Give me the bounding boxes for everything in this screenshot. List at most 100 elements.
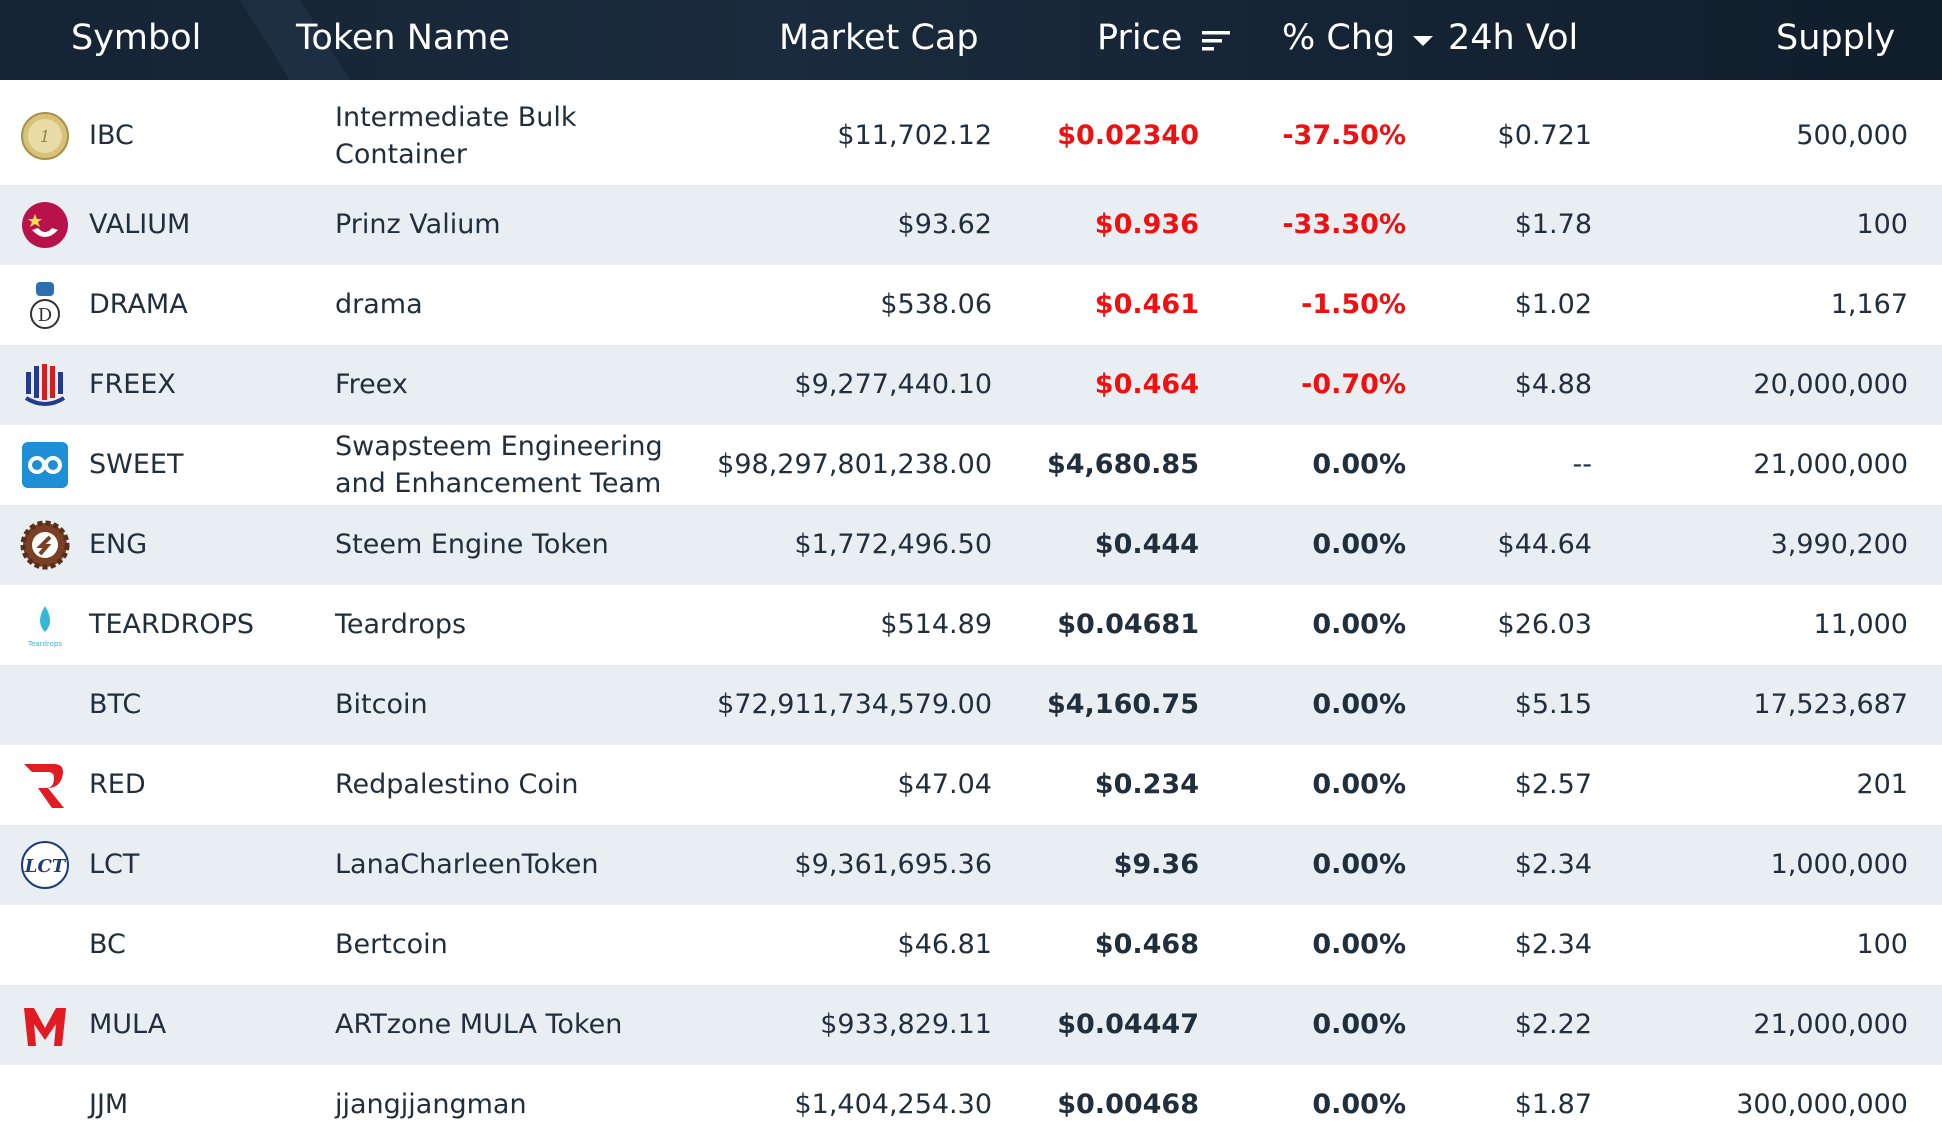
table-row[interactable]: RED Redpalestino Coin $47.04 $0.234 0.00% $2.… — [0, 745, 1942, 825]
pct-change: -0.70% — [1301, 369, 1406, 400]
volume-24h: $5.15 — [1514, 689, 1592, 720]
table-row[interactable]: ENG Steem Engine Token $1,772,496.50 $0.444… — [0, 505, 1942, 585]
price: $0.461 — [1094, 289, 1199, 320]
market-cap: $11,702.12 — [837, 119, 992, 151]
supply: 17,523,687 — [1753, 689, 1908, 720]
table-row[interactable]: LCT LCT LanaCharleenToken $9,361,695.36 $9.3… — [0, 825, 1942, 905]
price: $0.468 — [1094, 929, 1199, 960]
price: $0.234 — [1094, 769, 1199, 800]
token-name-line1: jjangjjangman — [335, 1089, 527, 1120]
price: $0.00468 — [1057, 1089, 1199, 1120]
supply: 21,000,000 — [1753, 1009, 1908, 1040]
market-cap: $9,361,695.36 — [794, 849, 992, 880]
market-cap: $9,277,440.10 — [794, 369, 992, 400]
column-header-volume[interactable]: 24h Vol — [1448, 18, 1579, 58]
sweet-icon — [20, 440, 70, 490]
token-symbol[interactable]: TEARDROPS — [89, 609, 255, 640]
pct-change: -37.50% — [1282, 119, 1406, 151]
column-header-token-name[interactable]: Token Name — [296, 18, 510, 58]
token-name: ARTzone MULA Token — [335, 1006, 622, 1043]
market-cap: $1,404,254.30 — [794, 1089, 992, 1120]
svg-text:D: D — [38, 305, 52, 326]
token-symbol[interactable]: BC — [89, 929, 126, 960]
table-row[interactable]: JJM jjangjjangman $1,404,254.30 $0.00468 0.0… — [0, 1065, 1942, 1145]
caret-down-icon[interactable] — [1413, 36, 1433, 48]
table-row[interactable]: 1 IBC Intermediate Bulk Container $11,702.12… — [0, 80, 1942, 185]
token-name-line1: Redpalestino Coin — [335, 769, 579, 800]
volume-24h: $1.87 — [1514, 1089, 1592, 1120]
token-name: Redpalestino Coin — [335, 766, 578, 803]
token-name: Freex — [335, 366, 408, 403]
token-table: 1 IBC Intermediate Bulk Container $11,702.12… — [0, 80, 1942, 1145]
token-name-line1: drama — [335, 289, 423, 320]
table-row[interactable]: VALIUM Prinz Valium $93.62 $0.936 -33.30% $1.… — [0, 185, 1942, 265]
price: $0.04447 — [1057, 1009, 1199, 1040]
table-header: Symbol Token Name Market Cap Price % Chg… — [0, 0, 1942, 80]
column-header-pct-change[interactable]: % Chg — [1282, 18, 1396, 58]
price: $9.36 — [1113, 849, 1199, 880]
table-row[interactable]: Teardrops TEARDROPS Teardrops $514.89 $0.046… — [0, 585, 1942, 665]
token-symbol[interactable]: BTC — [89, 689, 142, 720]
pct-change: 0.00% — [1312, 689, 1406, 720]
token-name: Teardrops — [335, 606, 466, 643]
volume-24h: $44.64 — [1497, 529, 1592, 560]
supply: 100 — [1856, 209, 1908, 240]
token-symbol[interactable]: ENG — [89, 529, 148, 560]
pct-change: -33.30% — [1282, 209, 1406, 240]
market-cap: $514.89 — [880, 609, 992, 640]
lct-icon: LCT — [20, 840, 70, 890]
table-row[interactable]: BC Bertcoin $46.81 $0.468 0.00% $2.34 100 — [0, 905, 1942, 985]
table-row[interactable]: FREEX Freex $9,277,440.10 $0.464 -0.70% $4.88… — [0, 345, 1942, 425]
supply: 1,000,000 — [1770, 849, 1908, 880]
supply: 100 — [1856, 929, 1908, 960]
pct-change: 0.00% — [1312, 1009, 1406, 1040]
column-header-price[interactable]: Price — [1097, 18, 1183, 58]
column-header-market-cap[interactable]: Market Cap — [779, 18, 979, 58]
token-name-line1: Prinz Valium — [335, 209, 501, 240]
market-cap: $1,772,496.50 — [794, 529, 992, 560]
token-symbol[interactable]: MULA — [89, 1009, 167, 1040]
token-symbol[interactable]: JJM — [89, 1089, 129, 1120]
token-name-line2: Container — [335, 138, 467, 170]
token-name-line1: Freex — [335, 369, 408, 400]
price: $4,680.85 — [1046, 449, 1199, 480]
table-row[interactable]: MULA ARTzone MULA Token $933,829.11 $0.0444… — [0, 985, 1942, 1065]
table-row[interactable]: BTC Bitcoin $72,911,734,579.00 $4,160.75 0.0… — [0, 665, 1942, 745]
table-row[interactable]: D DRAMA drama $538.06 $0.461 -1.50% $1.02 1,167 — [0, 265, 1942, 345]
table-row[interactable]: SWEET Swapsteem Engineering and Enhancemen… — [0, 425, 1942, 505]
token-name: Steem Engine Token — [335, 526, 609, 563]
token-name-line1: Bertcoin — [335, 929, 448, 960]
pct-change: 0.00% — [1312, 529, 1406, 560]
token-symbol[interactable]: SWEET — [89, 449, 184, 480]
token-name-line1: Swapsteem Engineering — [335, 431, 663, 462]
volume-24h: $26.03 — [1497, 609, 1592, 640]
volume-24h: $2.22 — [1514, 1009, 1592, 1040]
token-symbol[interactable]: VALIUM — [89, 209, 191, 240]
column-header-symbol[interactable]: Symbol — [71, 18, 202, 58]
volume-24h: $1.78 — [1514, 209, 1592, 240]
price: $0.444 — [1094, 529, 1199, 560]
market-cap: $93.62 — [897, 209, 992, 240]
market-cap: $72,911,734,579.00 — [717, 689, 992, 720]
price: $0.02340 — [1057, 119, 1199, 151]
token-symbol[interactable]: DRAMA — [89, 289, 188, 320]
token-symbol[interactable]: LCT — [89, 849, 140, 880]
price: $0.936 — [1094, 209, 1199, 240]
freex-icon — [20, 360, 70, 410]
supply: 21,000,000 — [1753, 449, 1908, 480]
token-symbol[interactable]: RED — [89, 769, 146, 800]
token-name: Bertcoin — [335, 926, 448, 963]
sort-icon[interactable] — [1202, 30, 1232, 52]
token-name-line1: Intermediate Bulk — [335, 101, 577, 133]
token-name-line1: Steem Engine Token — [335, 529, 609, 560]
column-header-supply[interactable]: Supply — [1776, 18, 1896, 58]
volume-24h: -- — [1572, 449, 1593, 480]
token-symbol[interactable]: FREEX — [89, 369, 176, 400]
volume-24h: $1.02 — [1514, 289, 1592, 320]
supply: 3,990,200 — [1770, 529, 1908, 560]
market-cap: $538.06 — [880, 289, 992, 320]
token-icon-empty — [20, 680, 70, 730]
token-symbol[interactable]: IBC — [89, 119, 134, 151]
supply: 1,167 — [1830, 289, 1908, 320]
svg-text:Teardrops: Teardrops — [27, 640, 62, 648]
